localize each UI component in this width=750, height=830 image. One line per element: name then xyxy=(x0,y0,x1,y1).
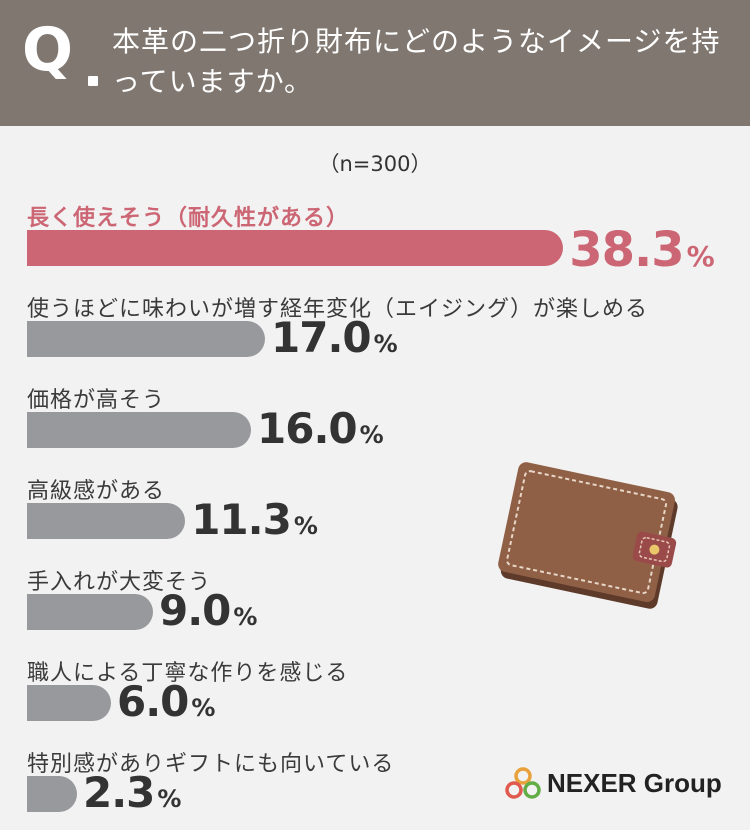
value-unit: % xyxy=(191,694,216,722)
category-label: 手入れが大変そう xyxy=(27,570,212,595)
q-mark: Q xyxy=(22,15,74,85)
sample-size: （n=300） xyxy=(318,152,432,176)
category-label: 使うほどに味わいが増す経年変化（エイジング）が楽しめる xyxy=(27,297,649,322)
value-label: 2.3% xyxy=(83,768,181,817)
category-label: 長く使えそう（耐久性がある） xyxy=(27,206,350,231)
question-header: Q 本革の二つ折り財布にどのようなイメージを持っていますか。 xyxy=(0,0,750,126)
bar xyxy=(27,594,153,630)
value-label: 11.3% xyxy=(191,495,318,544)
category-label: 価格が高そう xyxy=(27,388,166,413)
bar xyxy=(27,776,77,812)
value-number: 16.0 xyxy=(257,404,358,453)
value-label: 38.3% xyxy=(569,222,715,278)
value-unit: % xyxy=(686,240,715,273)
bar xyxy=(27,685,111,721)
value-number: 6.0 xyxy=(117,677,189,726)
nexer-logo-icon xyxy=(505,767,541,799)
value-number: 17.0 xyxy=(271,313,372,362)
value-number: 9.0 xyxy=(159,586,231,635)
bar xyxy=(27,503,186,539)
value-number: 38.3 xyxy=(569,222,684,278)
value-unit: % xyxy=(373,330,398,358)
nexer-logo-text: NEXER Group xyxy=(547,768,722,798)
category-label: 特別感がありギフトにも向いている xyxy=(27,752,395,777)
category-label: 高級感がある xyxy=(27,479,166,504)
question-text: 本革の二つ折り財布にどのようなイメージを持っていますか。 xyxy=(112,25,721,98)
value-label: 9.0% xyxy=(159,586,257,635)
value-number: 11.3 xyxy=(191,495,292,544)
bar xyxy=(27,321,265,357)
q-dot xyxy=(88,76,98,86)
value-label: 17.0% xyxy=(271,313,398,362)
bar xyxy=(27,230,564,266)
wallet-icon xyxy=(498,462,678,609)
value-unit: % xyxy=(293,512,318,540)
value-unit: % xyxy=(157,785,182,813)
value-label: 16.0% xyxy=(257,404,384,453)
value-number: 2.3 xyxy=(83,768,155,817)
nexer-logo: NEXER Group xyxy=(503,766,723,802)
value-unit: % xyxy=(233,603,258,631)
value-unit: % xyxy=(359,421,384,449)
bar xyxy=(27,412,251,448)
category-label: 職人による丁寧な作りを感じる xyxy=(27,661,349,686)
value-label: 6.0% xyxy=(117,677,215,726)
